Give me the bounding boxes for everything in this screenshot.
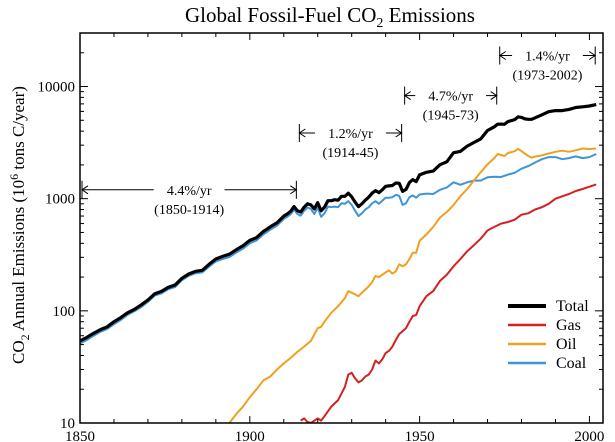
plot-frame <box>79 32 604 424</box>
annotation-arrowhead <box>588 51 597 60</box>
legend: Total Gas Oil Coal <box>508 298 589 372</box>
y-label-part-2: Annual Emissions (10 <box>9 180 28 334</box>
plot-area: 1850 1900 1950 2000 10 100 1000 10000 4.4%/yr (1… <box>38 32 604 442</box>
annotation-period: (1914-45) <box>322 146 378 161</box>
annotation-rate: 1.4%/yr <box>525 50 570 65</box>
series-line-total <box>80 103 597 343</box>
series-line-coal <box>80 153 597 345</box>
annotation-arrowhead <box>498 51 506 60</box>
annotation-period: (1945-73) <box>423 109 479 124</box>
annotation-period: (1973-2002) <box>512 69 582 84</box>
chart-title-main: Global Fossil-Fuel CO <box>185 3 376 27</box>
legend-label-oil: Oil <box>556 336 577 353</box>
annotation-rate: 4.4%/yr <box>167 184 212 199</box>
annotation-period: (1850-1914) <box>154 203 224 218</box>
y-label-part-1: 2 <box>18 334 32 340</box>
y-label-part-0: CO <box>9 340 28 364</box>
y-tick-label: 10 <box>60 416 75 432</box>
series-line-gas <box>300 183 597 423</box>
x-tick-label: 1900 <box>235 429 265 442</box>
annotation-arrowhead <box>403 91 411 101</box>
y-tick-label: 10000 <box>38 80 76 96</box>
legend-label-gas: Gas <box>556 317 581 334</box>
annotation-arrowhead <box>395 128 403 138</box>
chart-title-tail: Emissions <box>383 3 475 27</box>
y-label-part-4: tons C/year) <box>9 86 28 174</box>
legend-label-coal: Coal <box>556 355 587 372</box>
annotation-layer: 4.4%/yr (1850-1914) 1.2%/yr (1914-45) 4.7%/y… <box>81 46 597 218</box>
annotation-rate: 4.7%/yr <box>428 90 473 105</box>
x-tick-label: 1950 <box>405 429 435 442</box>
y-axis-label: CO2 Annual Emissions (106 tons C/year) <box>7 86 32 364</box>
annotation-arrowhead <box>490 91 498 101</box>
legend-label-total: Total <box>556 298 589 315</box>
chart-title: Global Fossil-Fuel CO2 Emissions <box>185 3 475 31</box>
chart-title-sub: 2 <box>376 16 383 31</box>
y-tick-label: 1000 <box>45 192 75 208</box>
annotation-arrowhead <box>298 128 306 138</box>
series-layer <box>80 103 597 423</box>
annotation-arrowhead <box>290 185 298 195</box>
x-tick-label: 2000 <box>574 429 604 442</box>
annotation-arrowhead <box>81 185 89 195</box>
series-line-oil <box>228 147 597 423</box>
y-label-part-3: 6 <box>7 174 21 180</box>
x-tick-label: 1850 <box>65 429 95 442</box>
ticks-layer: 1850 1900 1950 2000 10 100 1000 10000 <box>38 32 604 442</box>
y-tick-label: 100 <box>53 304 76 320</box>
annotation-rate: 1.2%/yr <box>328 127 373 142</box>
